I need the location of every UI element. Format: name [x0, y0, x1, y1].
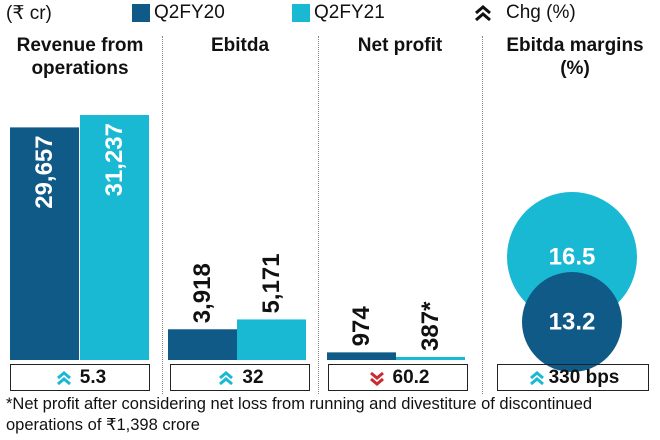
change-box-ebitda: 32: [170, 364, 310, 391]
chevron-up-icon: [216, 368, 236, 388]
divider-3: [482, 36, 483, 394]
bar-netprofit-q2fy21: [396, 356, 465, 360]
change-value-ebitda: 32: [242, 366, 264, 388]
bar-netprofit-q2fy20: [327, 352, 396, 360]
panel-title-netprofit: Net profit: [357, 35, 443, 56]
margin-circle-q2fy20: [522, 272, 622, 372]
value-label-revenue-q2fy21: 31,237: [101, 123, 128, 196]
change-value-revenue: 5.3: [79, 366, 107, 388]
change-box-revenue: 5.3: [10, 364, 150, 391]
margin-label-q2fy20: 13.2: [549, 309, 596, 336]
value-label-netprofit-q2fy20: 974: [348, 306, 375, 347]
chevron-up-icon: [527, 368, 547, 388]
bar-revenue-q2fy20: [10, 127, 79, 360]
change-value-netprofit: 60.2: [392, 366, 430, 388]
change-box-netprofit: 60.2: [328, 364, 468, 391]
divider-1: [162, 36, 163, 394]
divider-2: [318, 36, 319, 394]
bar-ebitda-q2fy20: [168, 329, 237, 360]
legend-chevron-up-icon: [472, 0, 494, 28]
panel-title-ebitda: Ebitda: [210, 35, 270, 56]
legend-swatch-q2fy20: [132, 4, 150, 22]
value-label-netprofit-q2fy21: 387*: [417, 301, 444, 351]
chevron-down-icon: [367, 368, 387, 388]
legend-swatch-q2fy21: [292, 4, 310, 22]
margin-label-q2fy21: 16.5: [549, 244, 596, 271]
value-label-revenue-q2fy20: 29,657: [31, 135, 58, 208]
legend: (₹ cr) Q2FY20 Q2FY21 Chg (%): [0, 0, 660, 32]
change-value-margins: 330 bps: [548, 366, 620, 388]
bar-revenue-q2fy21: [80, 115, 149, 360]
unit-label: (₹ cr): [6, 3, 52, 24]
footnote: *Net profit after considering net loss f…: [6, 395, 593, 434]
value-label-ebitda-q2fy20: 3,918: [189, 263, 216, 323]
panel-title-revenue: Revenue from operations: [16, 35, 144, 79]
chevron-up-icon: [54, 368, 74, 388]
value-label-ebitda-q2fy21: 5,171: [258, 253, 285, 313]
bar-ebitda-q2fy21: [237, 319, 306, 360]
change-box-margins: 330 bps: [497, 364, 649, 391]
legend-label-chg: Chg (%): [506, 2, 576, 23]
legend-label-q2fy21: Q2FY21: [314, 2, 385, 23]
legend-label-q2fy20: Q2FY20: [154, 2, 225, 23]
panel-title-margins: Ebitda margins (%): [506, 35, 644, 79]
